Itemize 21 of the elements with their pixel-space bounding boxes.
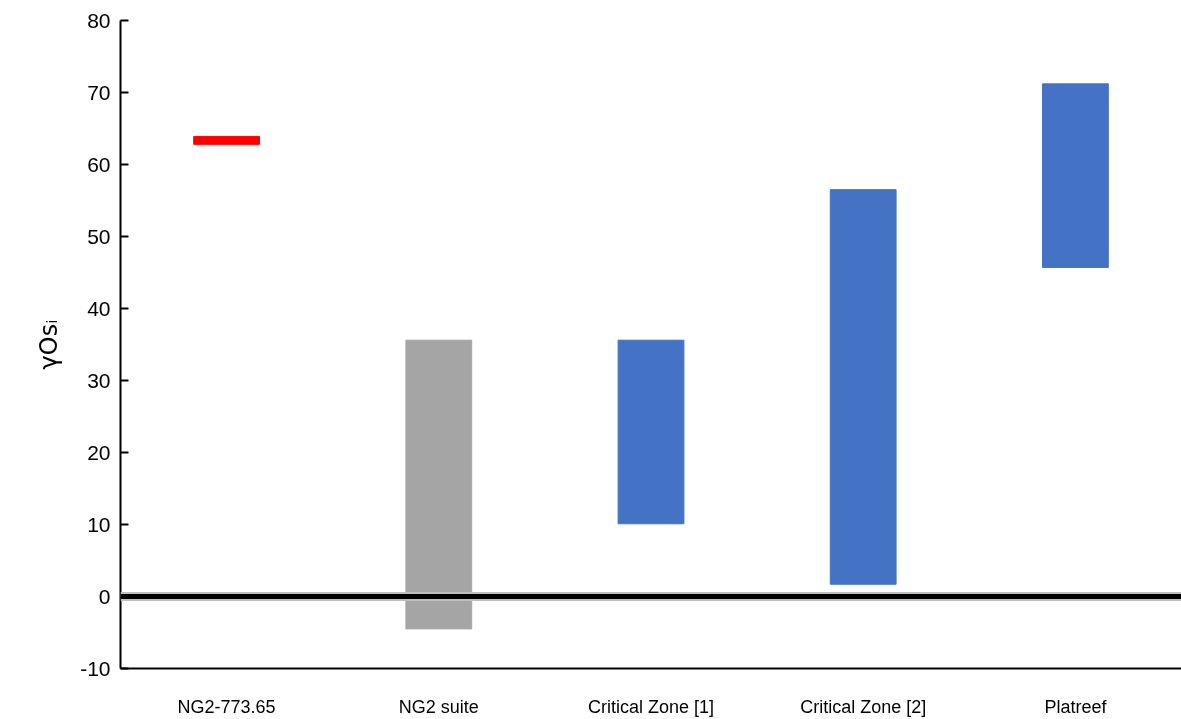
x-tick-label: NG2 suite — [398, 696, 479, 717]
bar — [405, 339, 473, 630]
y-tick-label: 80 — [87, 8, 111, 32]
x-tick-label: Critical Zone [1] — [587, 696, 715, 717]
x-tick-label: Platreef — [1044, 696, 1108, 717]
bar — [829, 189, 897, 585]
bar — [617, 339, 685, 525]
y-tick-label: 10 — [87, 512, 111, 536]
y-tick-label: 20 — [87, 440, 111, 464]
bar — [1042, 83, 1109, 268]
y-tick-label: 70 — [87, 80, 111, 104]
y-tick-label: 30 — [87, 368, 111, 392]
x-tick-label: NG2-773.65 — [177, 696, 276, 717]
x-tick-label: Critical Zone [2] — [800, 696, 927, 717]
bar — [193, 135, 260, 145]
y-tick-label: 40 — [87, 296, 111, 320]
y-axis-title: γOsᵢ — [35, 319, 64, 370]
y-tick-label: -10 — [80, 656, 111, 680]
y-tick-label: 60 — [87, 152, 111, 176]
y-tick-label: 0 — [98, 584, 111, 608]
y-tick-label: 50 — [87, 224, 111, 248]
